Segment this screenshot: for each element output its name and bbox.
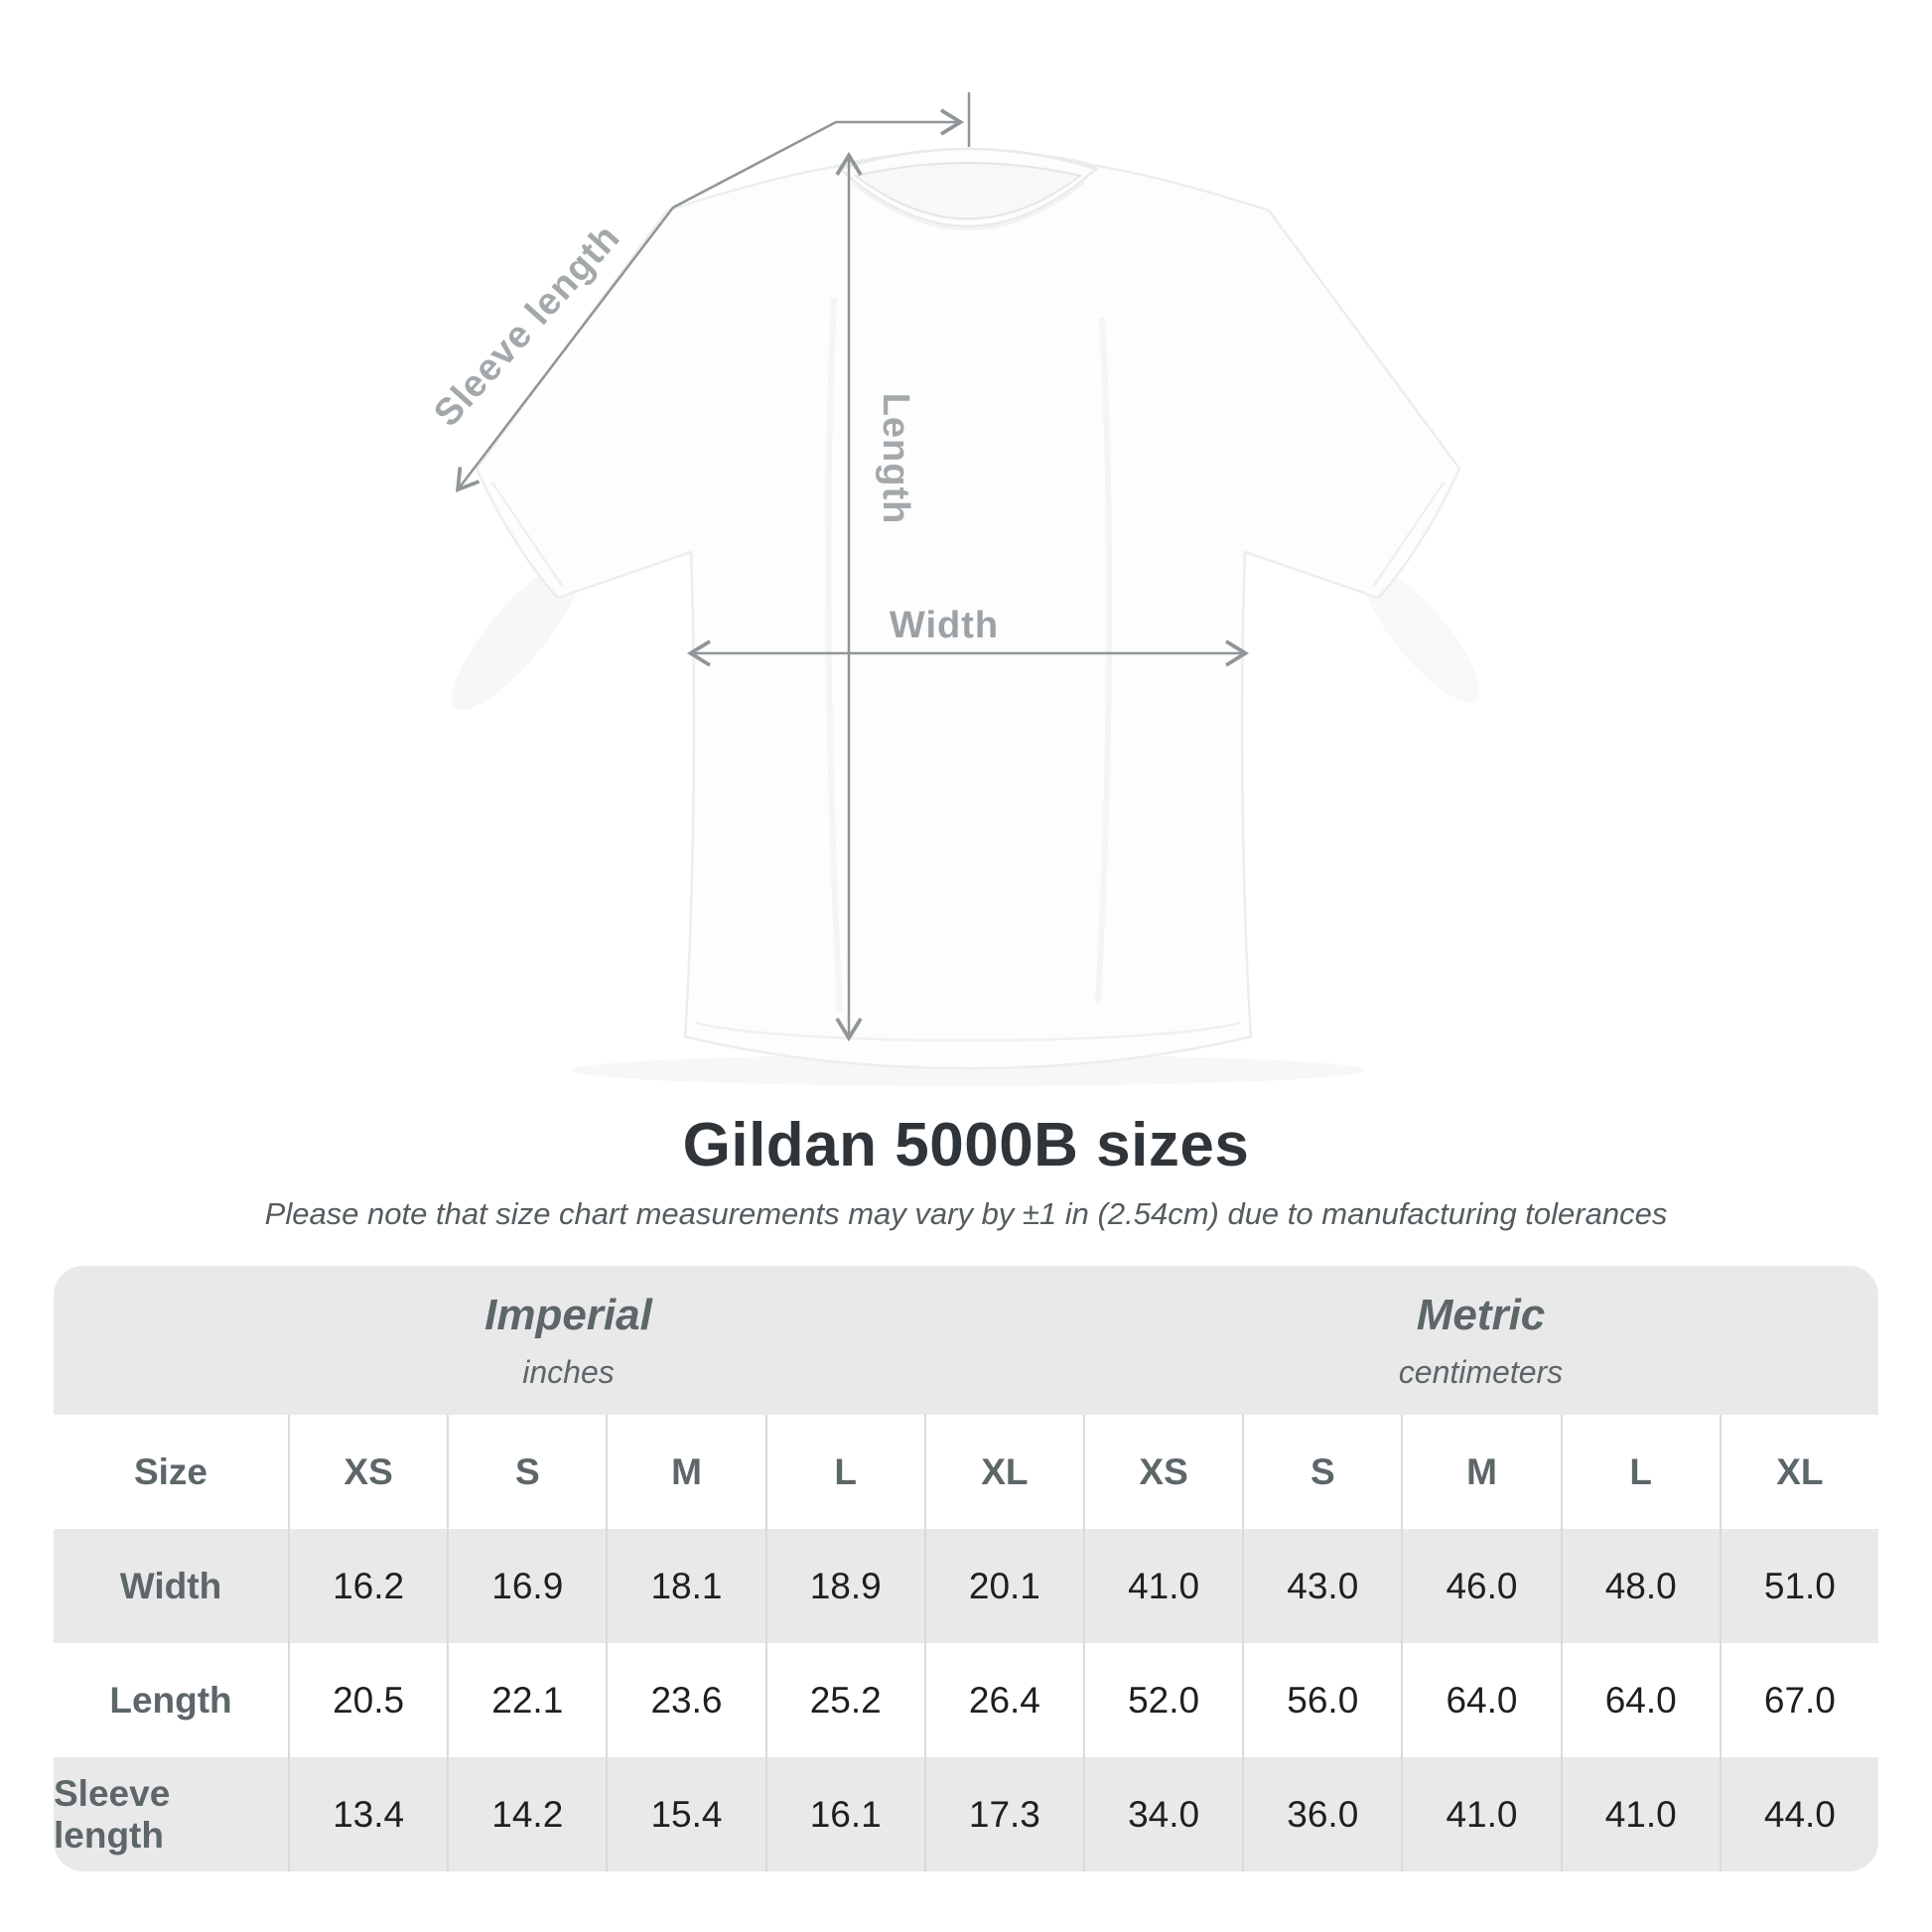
length-metric-xs: 52.0 [1082, 1643, 1243, 1757]
col-header-metric-xs: XS [1082, 1415, 1243, 1529]
width-metric-m: 46.0 [1401, 1529, 1561, 1643]
width-imperial-m: 18.1 [606, 1529, 765, 1643]
col-header-imperial-xs: XS [288, 1415, 448, 1529]
col-header-metric-m: M [1401, 1415, 1561, 1529]
sleeve-imperial-s: 14.2 [447, 1757, 607, 1871]
length-label: Length [875, 393, 916, 525]
sleeve-length-arrow [455, 108, 965, 493]
sleeve-imperial-l: 16.1 [764, 1757, 924, 1871]
width-imperial-xs: 16.2 [288, 1529, 448, 1643]
page-title: Gildan 5000B sizes [682, 1111, 1250, 1179]
row-label-sleeve-length: Sleeve length [54, 1757, 288, 1871]
length-imperial-s: 22.1 [447, 1643, 607, 1757]
sleeve-metric-xs: 34.0 [1082, 1757, 1243, 1871]
sleeve-metric-m: 41.0 [1401, 1757, 1561, 1871]
length-metric-m: 64.0 [1401, 1643, 1561, 1757]
length-metric-s: 56.0 [1242, 1643, 1402, 1757]
length-imperial-xs: 20.5 [288, 1643, 448, 1757]
col-header-metric-s: S [1242, 1415, 1402, 1529]
col-header-metric-l: L [1560, 1415, 1720, 1529]
tolerance-note: Please note that size chart measurements… [264, 1196, 1668, 1231]
length-imperial-l: 25.2 [764, 1643, 924, 1757]
tshirt-measurement-diagram: Sleeve length Length Width [426, 92, 1480, 1086]
sleeve-imperial-xs: 13.4 [288, 1757, 448, 1871]
width-imperial-s: 16.9 [447, 1529, 607, 1643]
width-label: Width [890, 605, 999, 646]
tshirt-shadow [452, 561, 1480, 1086]
metric-unit: centimeters [1398, 1353, 1564, 1390]
imperial-band: Imperial inches [54, 1266, 1083, 1415]
width-metric-l: 48.0 [1560, 1529, 1720, 1643]
sleeve-metric-s: 36.0 [1242, 1757, 1402, 1871]
col-header-imperial-m: M [606, 1415, 765, 1529]
col-header-imperial-s: S [447, 1415, 607, 1529]
col-header-metric-xl: XL [1719, 1415, 1878, 1529]
title-block: Gildan 5000B sizes Please note that size… [0, 1110, 1932, 1232]
width-metric-xl: 51.0 [1719, 1529, 1878, 1643]
length-imperial-m: 23.6 [606, 1643, 765, 1757]
length-metric-l: 64.0 [1560, 1643, 1720, 1757]
imperial-unit: inches [522, 1353, 615, 1390]
metric-title: Metric [1416, 1290, 1546, 1339]
size-header: Size [54, 1415, 288, 1529]
imperial-title: Imperial [484, 1290, 652, 1339]
length-imperial-xl: 26.4 [923, 1643, 1083, 1757]
sleeve-imperial-m: 15.4 [606, 1757, 765, 1871]
size-table: Imperial inches Metric centimeters Size … [54, 1266, 1878, 1871]
col-header-imperial-l: L [764, 1415, 924, 1529]
width-imperial-l: 18.9 [764, 1529, 924, 1643]
width-metric-xs: 41.0 [1082, 1529, 1243, 1643]
metric-band: Metric centimeters [1082, 1266, 1878, 1415]
width-metric-s: 43.0 [1242, 1529, 1402, 1643]
row-label-width: Width [54, 1529, 288, 1643]
sleeve-metric-xl: 44.0 [1719, 1757, 1878, 1871]
width-imperial-xl: 20.1 [923, 1529, 1083, 1643]
sleeve-metric-l: 41.0 [1560, 1757, 1720, 1871]
row-label-length: Length [54, 1643, 288, 1757]
length-metric-xl: 67.0 [1719, 1643, 1878, 1757]
col-header-imperial-xl: XL [923, 1415, 1083, 1529]
sleeve-imperial-xl: 17.3 [923, 1757, 1083, 1871]
